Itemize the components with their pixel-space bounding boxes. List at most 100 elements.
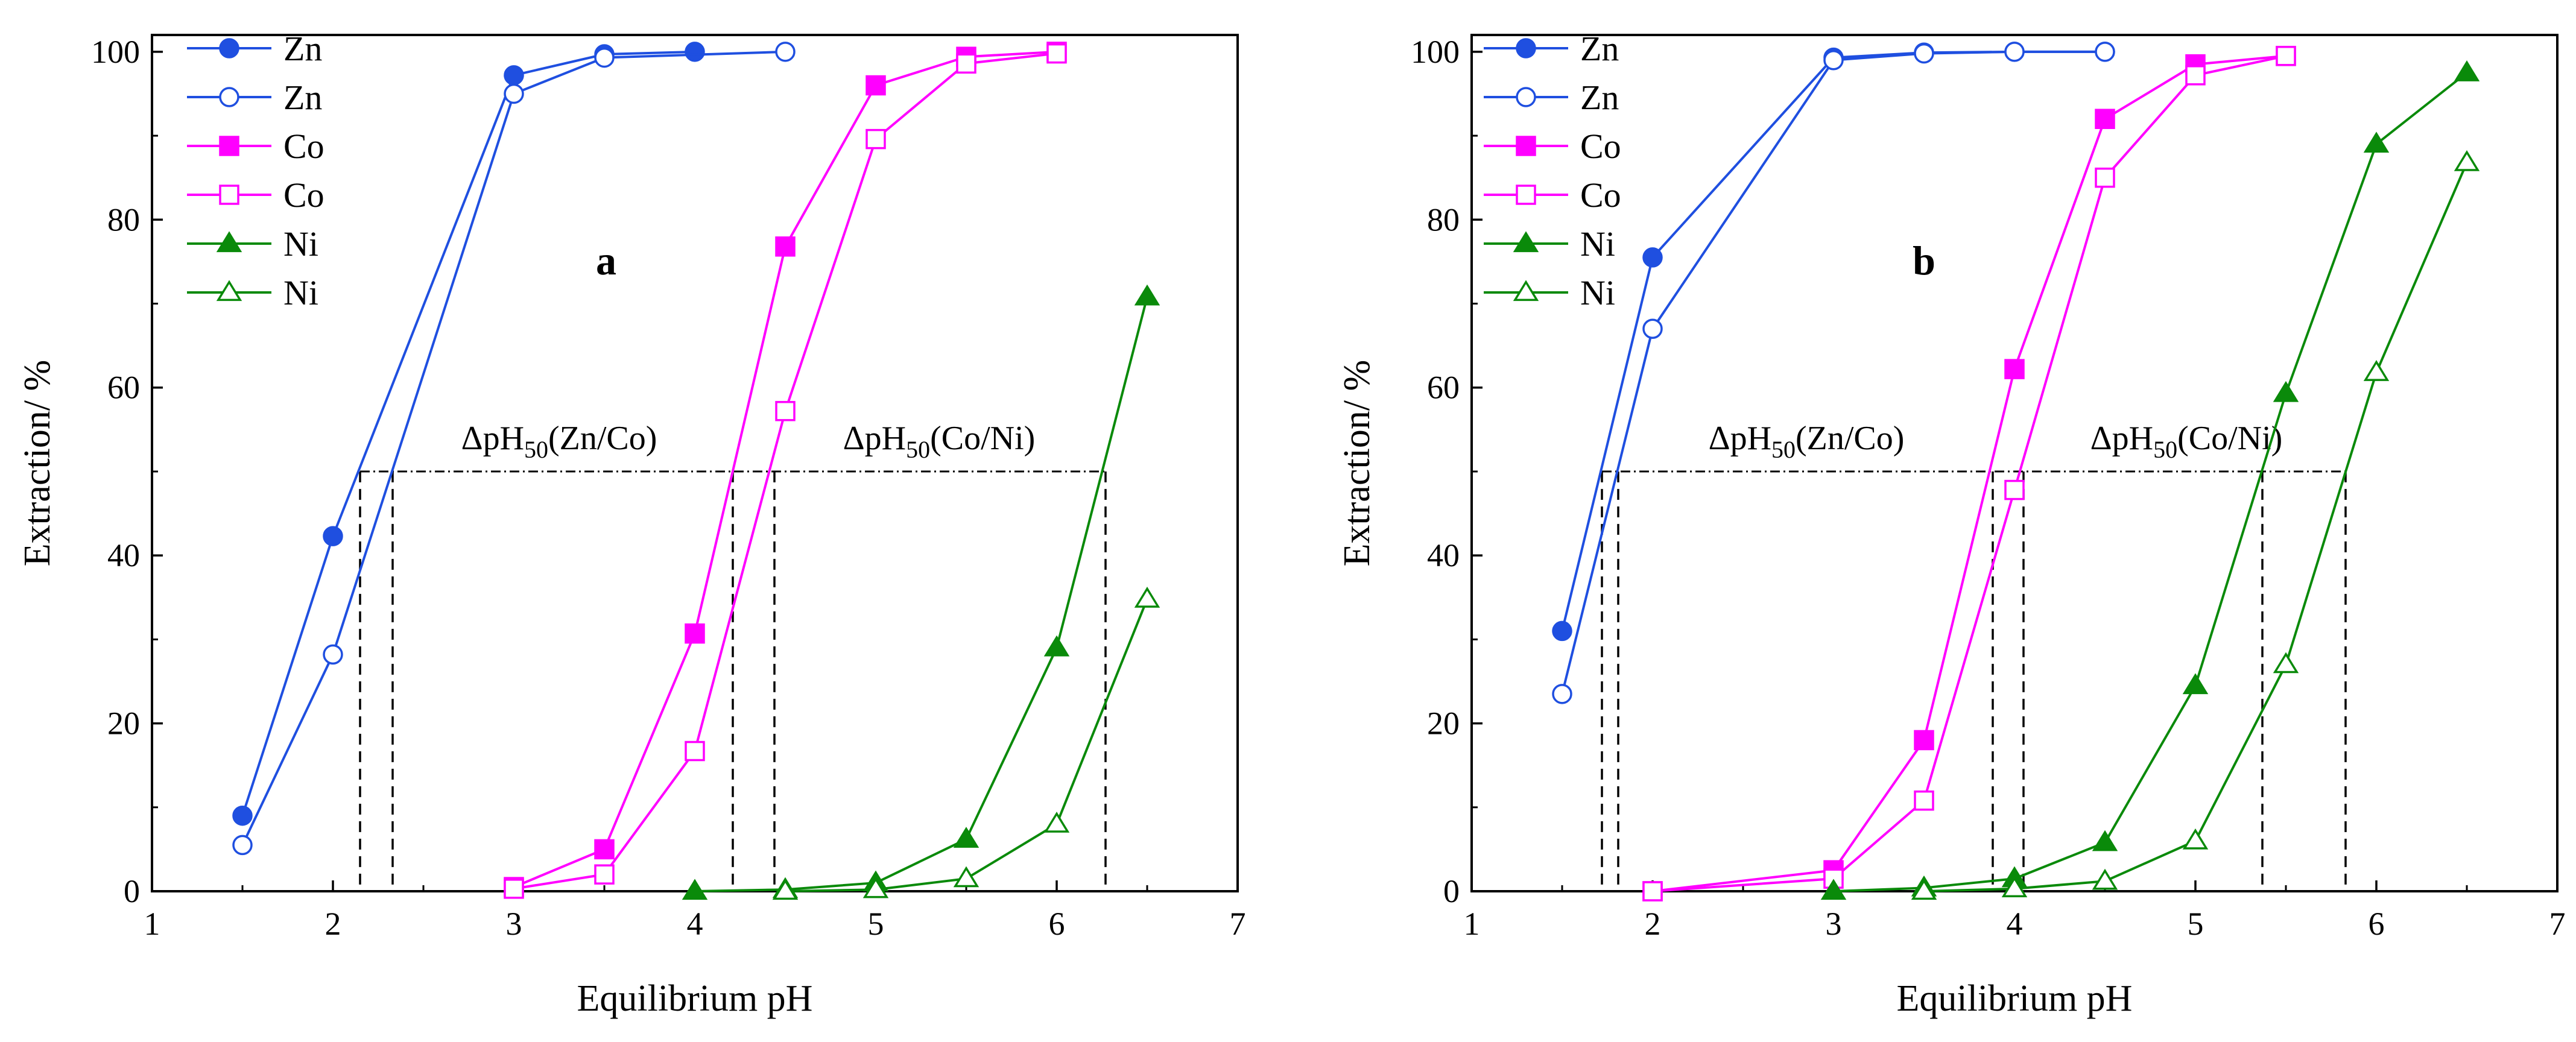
x-tick-label: 4 — [687, 906, 703, 942]
data-point-ni — [1043, 635, 1070, 657]
annotation-subscript: 50 — [906, 436, 930, 463]
data-point-co — [2004, 479, 2025, 500]
y-tick-label: 80 — [107, 201, 140, 238]
legend-label: Zn — [1580, 29, 1619, 68]
panel-letter: a — [596, 238, 616, 283]
data-point-ni — [2363, 360, 2390, 381]
annotation-base: ΔpH — [461, 420, 524, 457]
y-tick-label: 60 — [1427, 370, 1460, 406]
data-point-ni — [953, 866, 979, 888]
data-point-co — [2095, 109, 2115, 129]
x-tick-label: 5 — [868, 906, 884, 942]
data-point-co — [594, 864, 615, 885]
data-point-zn — [1914, 43, 1934, 64]
annotation-subscript: 50 — [524, 436, 548, 463]
data-point-co — [1914, 790, 1934, 811]
x-tick-label: 6 — [1049, 906, 1065, 942]
annotation-base: ΔpH — [843, 420, 906, 457]
data-point-zn — [685, 42, 705, 62]
legend-marker-co — [1516, 136, 1536, 156]
legend-marker-co — [1516, 185, 1536, 205]
x-axis-title: Equilibrium pH — [1897, 978, 2133, 1019]
legend-label: Co — [283, 175, 324, 215]
data-point-co — [504, 879, 524, 899]
x-tick-label: 1 — [144, 906, 160, 942]
y-tick-label: 0 — [1443, 873, 1460, 909]
legend-marker-ni — [1513, 231, 1539, 253]
y-tick-label: 0 — [124, 873, 140, 909]
legend-marker-zn — [219, 38, 239, 58]
legend-label: Ni — [1580, 224, 1615, 264]
x-tick-label: 4 — [2007, 906, 2023, 942]
data-point-ni — [1043, 812, 1070, 833]
data-point-ni — [2363, 131, 2390, 153]
legend-label: Zn — [283, 29, 322, 68]
legend-label: Zn — [1580, 78, 1619, 117]
legend-marker-co — [219, 185, 239, 205]
data-point-zn — [2004, 42, 2025, 62]
delta-ph-annotation: ΔpH50(Co/Ni) — [843, 420, 1036, 463]
data-point-ni — [2182, 673, 2209, 695]
legend-label: Ni — [1580, 273, 1615, 312]
data-point-co — [2185, 65, 2206, 86]
annotation-subscript: 50 — [1771, 436, 1796, 463]
data-point-ni — [2454, 60, 2480, 81]
legend-label: Co — [1580, 127, 1621, 166]
data-point-ni — [2001, 876, 2028, 897]
data-point-co — [775, 400, 796, 422]
data-point-ni — [1134, 284, 1160, 306]
legend-marker-ni — [1513, 280, 1539, 302]
series-line-ni — [694, 296, 1148, 892]
y-tick-label: 20 — [107, 706, 140, 742]
data-point-zn — [504, 83, 524, 104]
data-point-co — [1914, 730, 1934, 751]
annotation-subscript: 50 — [2153, 436, 2177, 463]
data-point-ni — [953, 827, 979, 848]
data-point-zn — [232, 805, 253, 826]
annotation-base: ΔpH — [2090, 420, 2153, 457]
annotation-tail: (Co/Ni) — [2177, 420, 2282, 457]
data-point-zn — [232, 835, 253, 856]
x-tick-label: 3 — [506, 906, 522, 942]
data-point-ni — [862, 877, 889, 898]
data-point-ni — [2182, 828, 2209, 850]
x-tick-label: 3 — [1826, 906, 1842, 942]
plot-frame — [1470, 34, 2559, 892]
x-tick-label: 2 — [1645, 906, 1661, 942]
data-point-zn — [775, 42, 796, 62]
y-tick-label: 100 — [1411, 34, 1460, 70]
data-point-ni — [1911, 879, 1937, 900]
series-line-ni — [1833, 72, 2468, 892]
data-point-co — [594, 839, 615, 860]
series-line-zn — [1561, 50, 2105, 695]
data-point-ni — [682, 879, 708, 900]
annotation-tail: (Zn/Co) — [1796, 420, 1904, 457]
data-point-co — [2276, 46, 2296, 66]
data-point-co — [2004, 359, 2025, 379]
data-point-co — [775, 236, 796, 257]
data-point-co — [685, 623, 705, 644]
data-point-ni — [2273, 380, 2299, 402]
x-axis-title: Equilibrium pH — [577, 978, 813, 1019]
data-point-co — [866, 128, 886, 150]
y-tick-label: 40 — [1427, 537, 1460, 573]
x-tick-label: 7 — [2549, 906, 2566, 942]
data-point-zn — [2095, 42, 2115, 62]
data-point-co — [866, 75, 886, 96]
data-point-co — [685, 740, 705, 762]
data-point-ni — [2092, 830, 2118, 851]
data-point-co — [956, 53, 976, 74]
data-point-zn — [594, 47, 615, 68]
legend-marker-zn — [219, 87, 239, 107]
chart-panel-a: 1 2 3 4 5 6 7 0 20 40 60 80 100 Equilibrium pH Extract… — [17, 29, 1246, 1019]
data-point-zn — [323, 644, 343, 665]
data-point-zn — [323, 526, 343, 546]
data-point-ni — [1134, 586, 1160, 608]
legend-label: Co — [283, 127, 324, 166]
annotation-base: ΔpH — [1709, 420, 1771, 457]
series-line-co — [1652, 54, 2286, 892]
x-tick-label: 5 — [2188, 906, 2204, 942]
series-line-ni — [1923, 162, 2468, 892]
delta-ph-annotation: ΔpH50(Zn/Co) — [461, 420, 657, 463]
